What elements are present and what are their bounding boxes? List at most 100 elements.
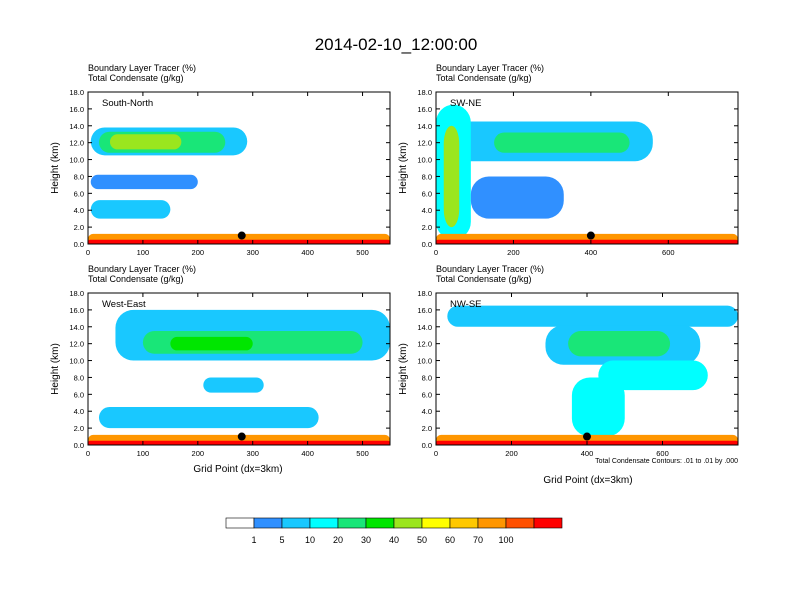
colorbar-label: 5 [279,535,284,545]
colorbar-swatch [281,517,311,529]
x-tick-label: 0 [86,449,90,458]
y-tick-label: 0.0 [422,441,432,450]
plot-background [88,92,390,244]
panel-south-north: Boundary Layer Tracer (%) Total Condensa… [50,63,391,257]
colorbar-label: 50 [417,535,427,545]
colorbar-swatch [421,517,451,529]
x-tick-label: 400 [301,248,314,257]
x-tick-label: 200 [192,449,205,458]
y-tick-label: 16.0 [69,105,84,114]
y-tick-label: 10.0 [69,357,84,366]
panel-title-line1: Boundary Layer Tracer (%) [88,63,196,73]
y-tick-label: 16.0 [69,306,84,315]
y-tick-label: 4.0 [422,206,432,215]
x-tick-label: 200 [192,248,205,257]
panel-title-line2: Total Condensate (g/kg) [436,274,532,284]
y-tick-label: 2.0 [74,223,84,232]
y-tick-label: 8.0 [422,373,432,382]
tracer-region-2 [170,336,253,351]
panel-label: South-North [102,98,153,109]
y-axis-label: Height (km) [50,343,61,395]
tracer-region-3 [90,174,198,190]
footnote: Total Condensate Contours: .01 to .01 by… [595,458,738,465]
y-tick-label: 6.0 [74,390,84,399]
colorbar-label: 70 [473,535,483,545]
y-tick-label: 6.0 [422,189,432,198]
tracer-region-3 [598,360,708,391]
colorbar-label: 40 [389,535,399,545]
y-axis-label: Height (km) [50,142,61,194]
tracer-region-0 [447,305,738,327]
panel-nw-se: Boundary Layer Tracer (%) Total Condensa… [398,264,739,486]
y-tick-label: 12.0 [69,139,84,148]
tracer-region-6 [88,440,390,445]
colorbar-swatch [533,517,563,529]
x-tick-label: 200 [505,449,518,458]
x-tick-label: 0 [434,449,438,458]
colorbar-swatch [365,517,395,529]
panel-title-line2: Total Condensate (g/kg) [436,73,532,83]
plot-area: 0.0 2.0 4.0 6.0 8.0 10.0 12.0 14.0 16.0 18.0 0 200 4… [417,88,739,257]
plot-area: 0.0 2.0 4.0 6.0 8.0 10.0 12.0 14.0 16.0 18.0 0 100 2… [69,88,391,257]
y-tick-label: 2.0 [422,223,432,232]
main-title: 2014-02-10_12:00:00 [315,35,478,54]
y-tick-label: 18.0 [69,289,84,298]
y-tick-label: 2.0 [74,424,84,433]
location-marker [586,231,595,240]
x-tick-label: 0 [434,248,438,257]
y-tick-label: 14.0 [417,122,432,131]
y-tick-label: 10.0 [417,357,432,366]
tracer-region-4 [90,200,171,219]
tracer-region-3 [203,377,264,393]
panel-title-line1: Boundary Layer Tracer (%) [436,63,544,73]
y-tick-label: 14.0 [69,122,84,131]
panel-label: NW-SE [450,299,482,310]
colorbar-label: 60 [445,535,455,545]
y-tick-label: 2.0 [422,424,432,433]
location-marker [237,231,246,240]
y-tick-label: 4.0 [74,206,84,215]
y-tick-label: 10.0 [69,156,84,165]
colorbar-label: 1 [251,535,256,545]
y-tick-label: 18.0 [417,88,432,97]
colorbar: 1 5 10 20 30 40 50 60 70 100 [225,517,563,545]
x-tick-label: 200 [507,248,520,257]
panel-title-line1: Boundary Layer Tracer (%) [88,264,196,274]
colorbar-label: 100 [498,535,513,545]
y-tick-label: 16.0 [417,306,432,315]
panel-label: SW-NE [450,98,482,109]
x-tick-label: 300 [246,449,259,458]
y-tick-label: 6.0 [422,390,432,399]
tracer-region-4 [470,176,564,219]
tracer-region-2 [568,331,671,357]
x-tick-label: 400 [585,248,598,257]
tracer-region-6 [88,239,390,244]
y-tick-label: 18.0 [417,289,432,298]
colorbar-swatch [337,517,367,529]
y-tick-label: 8.0 [74,373,84,382]
plot-area: 0.0 2.0 4.0 6.0 8.0 10.0 12.0 14.0 16.0 18.0 0 100 2… [69,289,391,458]
panel-title-line2: Total Condensate (g/kg) [88,73,184,83]
tracer-region-4 [571,377,625,437]
x-tick-label: 500 [356,449,369,458]
y-axis-label: Height (km) [398,142,409,194]
plot-area: 0.0 2.0 4.0 6.0 8.0 10.0 12.0 14.0 16.0 18.0 0 200 4… [417,289,739,458]
y-tick-label: 0.0 [74,441,84,450]
panel-title-line2: Total Condensate (g/kg) [88,274,184,284]
x-tick-label: 100 [137,449,150,458]
x-tick-label: 600 [656,449,669,458]
y-tick-label: 16.0 [417,105,432,114]
y-tick-label: 8.0 [422,172,432,181]
location-marker [237,432,246,441]
colorbar-label: 10 [305,535,315,545]
y-tick-label: 0.0 [74,240,84,249]
y-axis-label: Height (km) [398,343,409,395]
colorbar-label: 20 [333,535,343,545]
plot-frame [87,91,391,245]
plot-frame [435,91,739,245]
colorbar-swatch [393,517,423,529]
x-tick-label: 500 [356,248,369,257]
x-tick-label: 0 [86,248,90,257]
colorbar-swatch [477,517,507,529]
colorbar-swatch [449,517,479,529]
